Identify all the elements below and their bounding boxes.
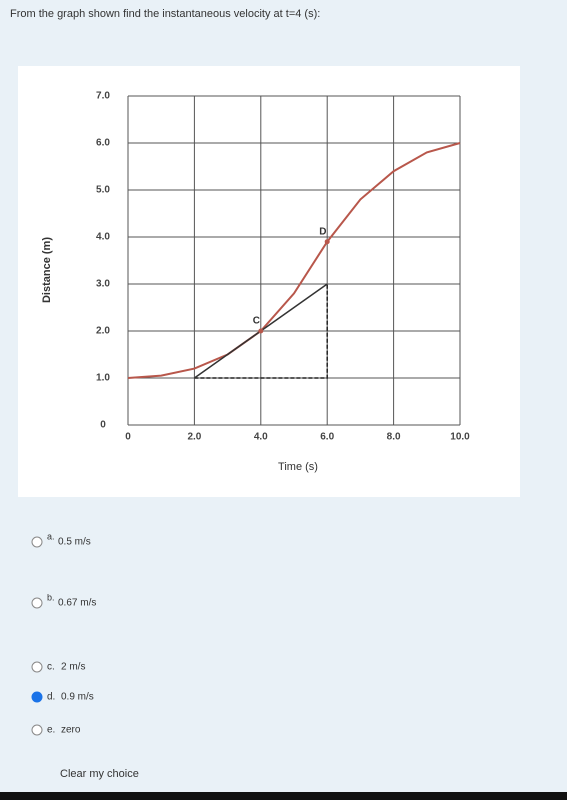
option-text[interactable]: zero [61, 725, 81, 736]
y-tick-label: 4.0 [96, 232, 110, 243]
option-text[interactable]: 0.5 m/s [58, 537, 91, 548]
option-text[interactable]: 2 m/s [61, 662, 85, 673]
option-text[interactable]: 0.9 m/s [61, 692, 94, 703]
figure-card [18, 66, 520, 497]
option-letter: c. [47, 662, 55, 673]
y-tick-label: 5.0 [96, 185, 110, 196]
x-tick-label: 8.0 [387, 432, 401, 443]
run-guide [194, 284, 328, 379]
y-tick-label: 7.0 [96, 91, 110, 102]
x-tick-label: 10.0 [450, 432, 470, 443]
point-label: D [319, 226, 326, 237]
option-letter: b. [47, 592, 55, 602]
point [258, 328, 264, 334]
option-letter: d. [47, 692, 55, 703]
y-tick-label: 1.0 [96, 373, 110, 384]
option-letter: a. [47, 531, 55, 541]
point [324, 239, 330, 245]
x-tick-label: 6.0 [320, 432, 334, 443]
x-tick-label: 4.0 [254, 432, 268, 443]
x-tick-label: 2.0 [187, 432, 201, 443]
clear-choice[interactable]: Clear my choice [60, 768, 139, 780]
option-letter: e. [47, 725, 55, 736]
radio[interactable] [31, 691, 43, 703]
point-label: C [253, 316, 260, 327]
bottom-bar [0, 792, 567, 800]
y-tick-label: 3.0 [96, 279, 110, 290]
radio[interactable] [31, 661, 43, 673]
y-tick-label: 6.0 [96, 138, 110, 149]
y-tick-label: 0 [100, 420, 106, 431]
x-tick-label: 0 [125, 432, 131, 443]
y-axis-title: Distance (m) [41, 237, 53, 303]
question: From the graph shown find the instantane… [10, 8, 320, 20]
y-tick-label: 2.0 [96, 326, 110, 337]
radio[interactable] [31, 724, 43, 736]
radio[interactable] [31, 536, 43, 548]
distance-curve [127, 142, 461, 379]
x-axis-title: Time (s) [278, 461, 318, 473]
radio[interactable] [31, 597, 43, 609]
option-text[interactable]: 0.67 m/s [58, 598, 96, 609]
